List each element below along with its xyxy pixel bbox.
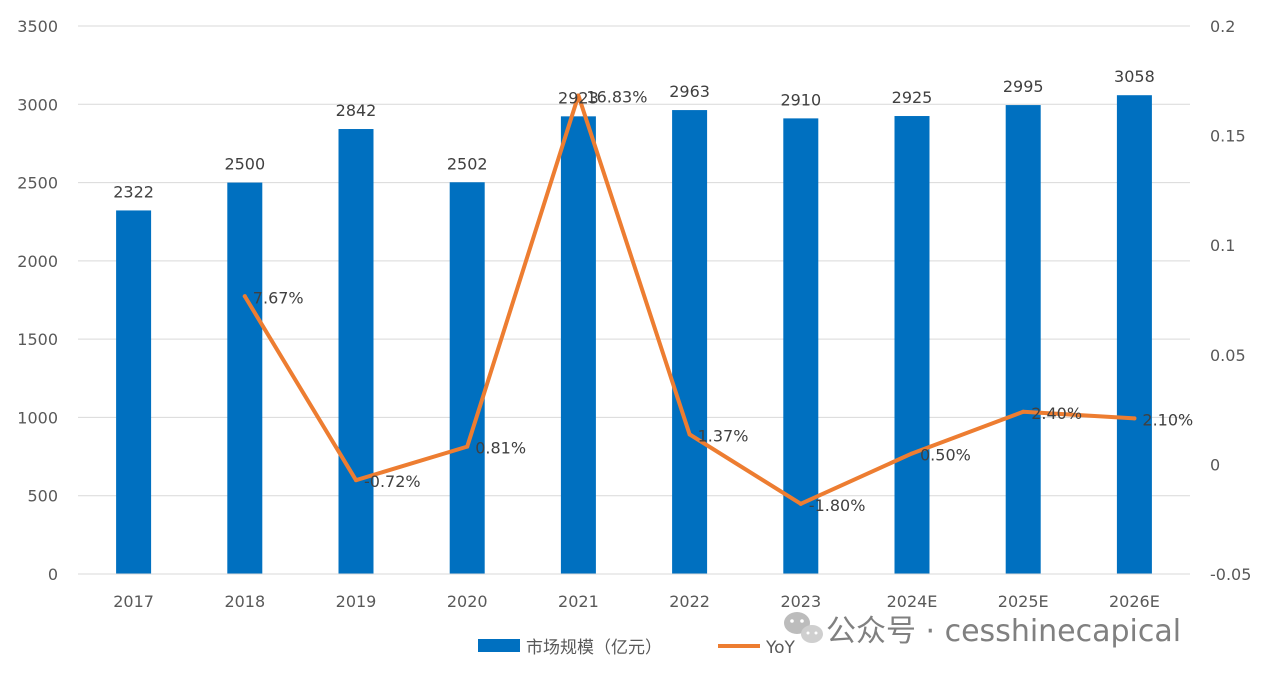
line-point	[576, 93, 581, 98]
bar	[1005, 105, 1041, 574]
bar	[338, 129, 374, 575]
bar	[116, 210, 152, 574]
x-tick-label: 2025E	[998, 592, 1049, 611]
legend: 市场规模（亿元） YoY	[478, 638, 796, 658]
bar	[560, 116, 596, 575]
y-right-tick-label: -0.05	[1210, 565, 1251, 584]
line-data-label: 2.40%	[1031, 404, 1082, 423]
line-data-label: 7.67%	[253, 288, 304, 307]
x-tick-label: 2020	[447, 592, 488, 611]
bar	[894, 116, 930, 575]
x-tick-label: 2022	[669, 592, 710, 611]
line-point	[1021, 409, 1026, 414]
y-left-tick-label: 1000	[17, 408, 58, 427]
bar-data-label: 2963	[669, 82, 710, 101]
line-point	[1132, 416, 1137, 421]
x-tick-label: 2026E	[1109, 592, 1160, 611]
line-data-label: -0.72%	[364, 472, 421, 491]
x-tick-label: 2023	[780, 592, 821, 611]
bar-data-label: 2923	[558, 88, 599, 107]
x-tick-label: 2017	[113, 592, 154, 611]
line-point	[687, 432, 692, 437]
y-right-tick-label: 0.1	[1210, 236, 1235, 255]
legend-label-bar: 市场规模（亿元）	[526, 638, 662, 658]
bar-data-label: 2500	[224, 155, 265, 174]
line-data-label: -1.80%	[809, 496, 866, 515]
gridlines	[78, 25, 1190, 497]
bar	[1116, 95, 1152, 574]
bar	[227, 182, 263, 575]
wechat-icon	[784, 612, 823, 643]
line-data-label: 1.37%	[698, 426, 749, 445]
y-right-tick-label: 0.2	[1210, 17, 1235, 36]
y-left-tick-label: 0	[48, 565, 58, 584]
bar	[449, 182, 485, 574]
y-left-tick-label: 500	[27, 487, 58, 506]
y-left-tick-label: 2500	[17, 174, 58, 193]
line-point	[798, 501, 803, 506]
x-tick-label: 2018	[224, 592, 265, 611]
bar-data-label: 2995	[1003, 77, 1044, 96]
line-data-label: 16.83%	[586, 87, 647, 106]
x-tick-label: 2021	[558, 592, 599, 611]
bar-series	[116, 95, 1152, 575]
x-tick-label: 2024E	[887, 592, 938, 611]
y-left-tick-label: 2000	[17, 252, 58, 271]
line-point	[910, 451, 914, 456]
line-data-label: 0.50%	[920, 445, 971, 464]
bar	[672, 110, 708, 574]
bar-data-label: 2502	[447, 154, 488, 173]
bar-data-label: 2910	[780, 90, 821, 109]
line-point	[242, 294, 247, 299]
legend-swatch-bar	[478, 639, 520, 652]
line-series	[242, 93, 1137, 506]
line-point	[354, 478, 358, 483]
bar-data-label: 2322	[113, 182, 154, 201]
bar-data-label: 2842	[336, 101, 377, 120]
bar-data-label: 2925	[892, 88, 933, 107]
y-left-tick-label: 1500	[17, 330, 58, 349]
line-point	[465, 444, 470, 449]
x-tick-label: 2019	[336, 592, 377, 611]
y-left-tick-label: 3000	[17, 95, 58, 114]
bar-data-label: 3058	[1114, 67, 1155, 86]
y-right-tick-label: 0	[1210, 455, 1220, 474]
axes: 0 500 1000 1500 2000 2500 3000 3500 -0.05 0 0.05 0.…	[17, 17, 1251, 611]
y-right-tick-label: 0.05	[1210, 346, 1246, 365]
y-left-tick-label: 3500	[17, 17, 58, 36]
data-labels: 2322 2500 2842 2502 2923 2963 2910 2925 2995 3058…	[113, 67, 1193, 515]
line-data-label: 2.10%	[1142, 410, 1193, 429]
line-data-label: 0.81%	[475, 439, 526, 458]
y-right-tick-label: 0.15	[1210, 127, 1246, 146]
watermark: 公众号 · cesshinecapical	[784, 612, 1181, 649]
legend-label-line: YoY	[765, 638, 796, 658]
watermark-text: 公众号 · cesshinecapical	[826, 614, 1181, 649]
